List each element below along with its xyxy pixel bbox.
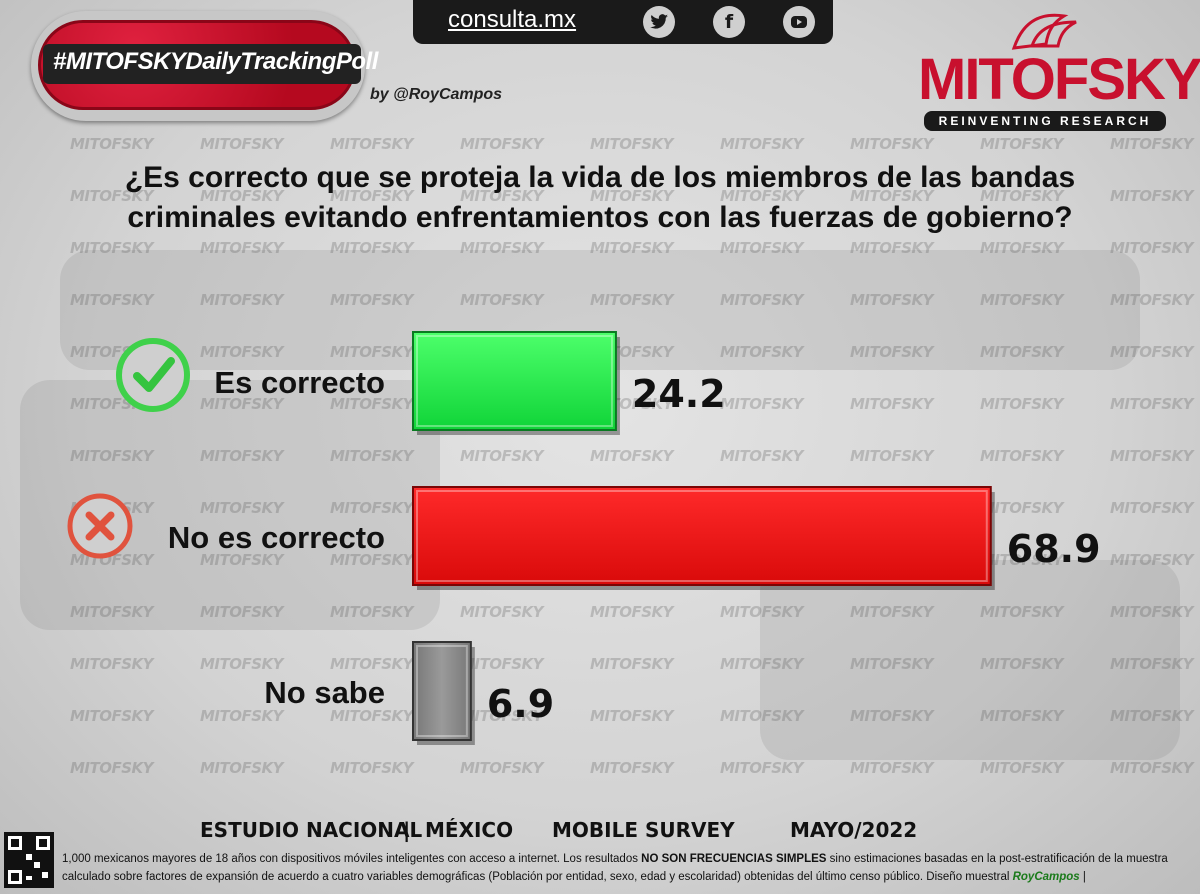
- category-label: Es correcto: [214, 365, 385, 400]
- footer-study: ESTUDIO NACIONAL: [200, 818, 423, 842]
- qr-code-icon[interactable]: [4, 832, 54, 888]
- bar-bevel: [416, 490, 988, 582]
- note-text-1: 1,000 mexicanos mayores de 18 años con d…: [62, 853, 642, 865]
- mitofsky-logo: MITOFSKY REINVENTING RESEARCH: [916, 8, 1200, 131]
- footer-method: MOBILE SURVEY: [552, 818, 735, 842]
- logo-wordmark: MITOFSKY: [918, 47, 1200, 112]
- note-end: |: [1079, 871, 1086, 883]
- footer-country: MÉXICO: [425, 818, 514, 842]
- value-label: 24.2: [632, 372, 726, 416]
- background-shape: [760, 560, 1180, 760]
- bar-3: [412, 641, 472, 741]
- category-label: No sabe: [264, 675, 385, 710]
- bar-1: [412, 331, 617, 431]
- poll-question: ¿Es correcto que se proteja la vida de l…: [124, 161, 1076, 234]
- facebook-icon[interactable]: f: [713, 6, 745, 38]
- top-bar: consulta.mx f: [413, 0, 833, 44]
- footer-separator: |: [403, 818, 411, 842]
- methodology-note: 1,000 mexicanos mayores de 18 años con d…: [62, 850, 1192, 886]
- site-link[interactable]: consulta.mx: [448, 6, 577, 33]
- bar-bevel: [416, 645, 468, 737]
- bar-bevel: [416, 335, 613, 427]
- note-bold: NO SON FRECUENCIAS SIMPLES: [641, 853, 827, 865]
- value-label: 6.9: [487, 682, 554, 726]
- check-mark-icon: [133, 357, 175, 392]
- note-signature: RoyCampos: [1012, 871, 1080, 883]
- byline: by @RoyCampos: [370, 86, 503, 103]
- twitter-icon[interactable]: [643, 6, 675, 38]
- x-mark-icon: [85, 511, 115, 541]
- hashtag-text: #MITOFSKYDailyTrackingPoll: [53, 48, 378, 75]
- logo-emblem-icon: [1004, 8, 1084, 54]
- footer-date: MAYO/2022: [790, 818, 918, 842]
- category-label: No es correcto: [168, 520, 385, 555]
- bar-2: [412, 486, 992, 586]
- youtube-icon[interactable]: [783, 6, 815, 38]
- check-circle-icon: [116, 338, 190, 412]
- logo-tagline: REINVENTING RESEARCH: [924, 111, 1166, 131]
- note-text-2: sino estimaciones basadas en la post-est…: [62, 853, 1168, 883]
- hashtag-pill: #MITOFSKYDailyTrackingPoll: [43, 44, 378, 84]
- value-label: 68.9: [1007, 527, 1101, 571]
